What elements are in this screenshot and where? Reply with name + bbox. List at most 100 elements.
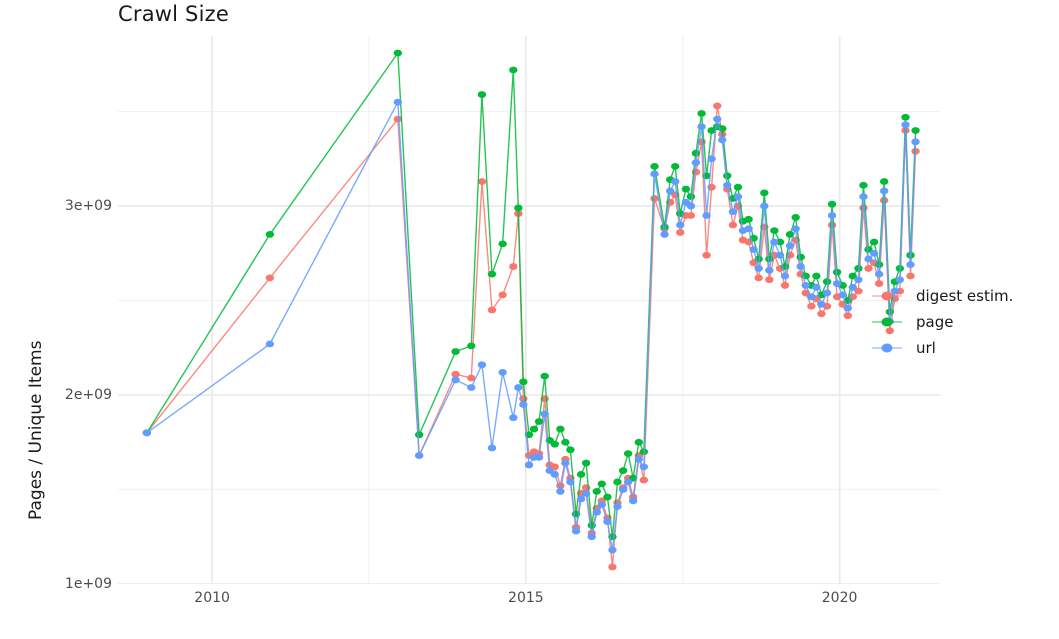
data-point (697, 110, 706, 117)
data-point (713, 102, 722, 110)
data-point (681, 185, 691, 193)
data-point (807, 302, 816, 310)
data-point (509, 263, 518, 270)
data-point (671, 162, 680, 170)
legend-key-icon (872, 313, 902, 331)
data-point (843, 312, 852, 320)
series-line (146, 101, 917, 551)
data-point (265, 274, 275, 282)
data-point (623, 450, 633, 458)
plot-panel (118, 36, 940, 584)
data-point (623, 478, 633, 486)
data-point (801, 289, 810, 297)
data-point (702, 212, 711, 219)
data-point (477, 178, 487, 185)
data-point (556, 488, 565, 495)
data-point (451, 376, 460, 384)
data-point (467, 342, 476, 350)
y-tick-label: 3e+09 (64, 198, 112, 215)
legend: digest estim. page url (872, 283, 1052, 361)
data-point (393, 98, 403, 106)
data-point (608, 546, 617, 554)
data-point (890, 287, 900, 295)
data-point (911, 138, 920, 146)
data-point (812, 272, 821, 280)
data-point (581, 489, 591, 497)
data-point (597, 480, 606, 488)
legend-key-icon (872, 339, 902, 357)
legend-item[interactable]: digest estim. (872, 283, 1052, 309)
data-point (885, 327, 894, 335)
data-point (854, 276, 863, 284)
page-title: Crawl Size (118, 2, 229, 26)
data-point (592, 488, 601, 495)
data-point (854, 287, 863, 295)
data-point (487, 306, 497, 314)
data-point (728, 208, 738, 216)
data-point (702, 251, 711, 259)
data-point (519, 401, 528, 408)
data-point (650, 195, 659, 202)
data-point (639, 476, 649, 484)
data-point (906, 272, 915, 280)
data-point (785, 231, 795, 238)
data-point (718, 136, 727, 144)
data-point (634, 455, 644, 463)
data-point (770, 227, 779, 235)
data-point (414, 452, 424, 459)
data-point (487, 444, 497, 452)
data-point (901, 113, 910, 121)
data-point (801, 282, 810, 289)
data-point (780, 272, 790, 280)
data-point (733, 183, 743, 191)
data-point (414, 431, 424, 439)
x-tick-label: 2010 (194, 590, 230, 606)
data-point (556, 425, 565, 433)
series-digest-estim (142, 102, 920, 571)
data-point (723, 172, 732, 180)
data-point (618, 486, 628, 493)
data-point (265, 231, 275, 238)
data-point (697, 123, 706, 131)
data-point (634, 438, 644, 446)
data-point (760, 202, 769, 210)
data-point (796, 253, 805, 261)
data-point (770, 238, 779, 246)
data-point (744, 215, 753, 223)
x-axis-tick-labels: 2010 2015 2020 (118, 590, 940, 614)
data-point (540, 410, 549, 418)
y-tick-label: 2e+09 (64, 387, 112, 404)
data-point (879, 187, 889, 195)
data-point (603, 493, 612, 501)
data-point (791, 214, 800, 221)
data-point (869, 238, 879, 246)
data-point (848, 283, 857, 291)
data-point (749, 246, 758, 253)
data-point (691, 149, 701, 157)
data-point (509, 414, 518, 422)
data-point (874, 270, 884, 278)
data-point (686, 193, 696, 201)
legend-item[interactable]: url (872, 335, 1052, 361)
data-point (906, 261, 915, 269)
plot-area (118, 36, 940, 584)
data-point (393, 115, 403, 123)
data-point (760, 189, 769, 197)
data-point (498, 240, 507, 248)
data-point (519, 378, 528, 386)
data-point (765, 266, 774, 274)
data-point (561, 438, 570, 446)
data-point (728, 221, 738, 229)
data-point (686, 212, 696, 219)
legend-item[interactable]: page (872, 309, 1052, 335)
legend-key-icon (872, 287, 902, 305)
data-point (817, 300, 826, 308)
data-point (451, 370, 460, 378)
data-point (451, 348, 460, 355)
data-point (838, 291, 847, 299)
data-point (571, 527, 581, 535)
data-point (498, 368, 507, 376)
data-point (676, 229, 685, 236)
data-point (524, 461, 534, 469)
gridlines (118, 36, 940, 584)
